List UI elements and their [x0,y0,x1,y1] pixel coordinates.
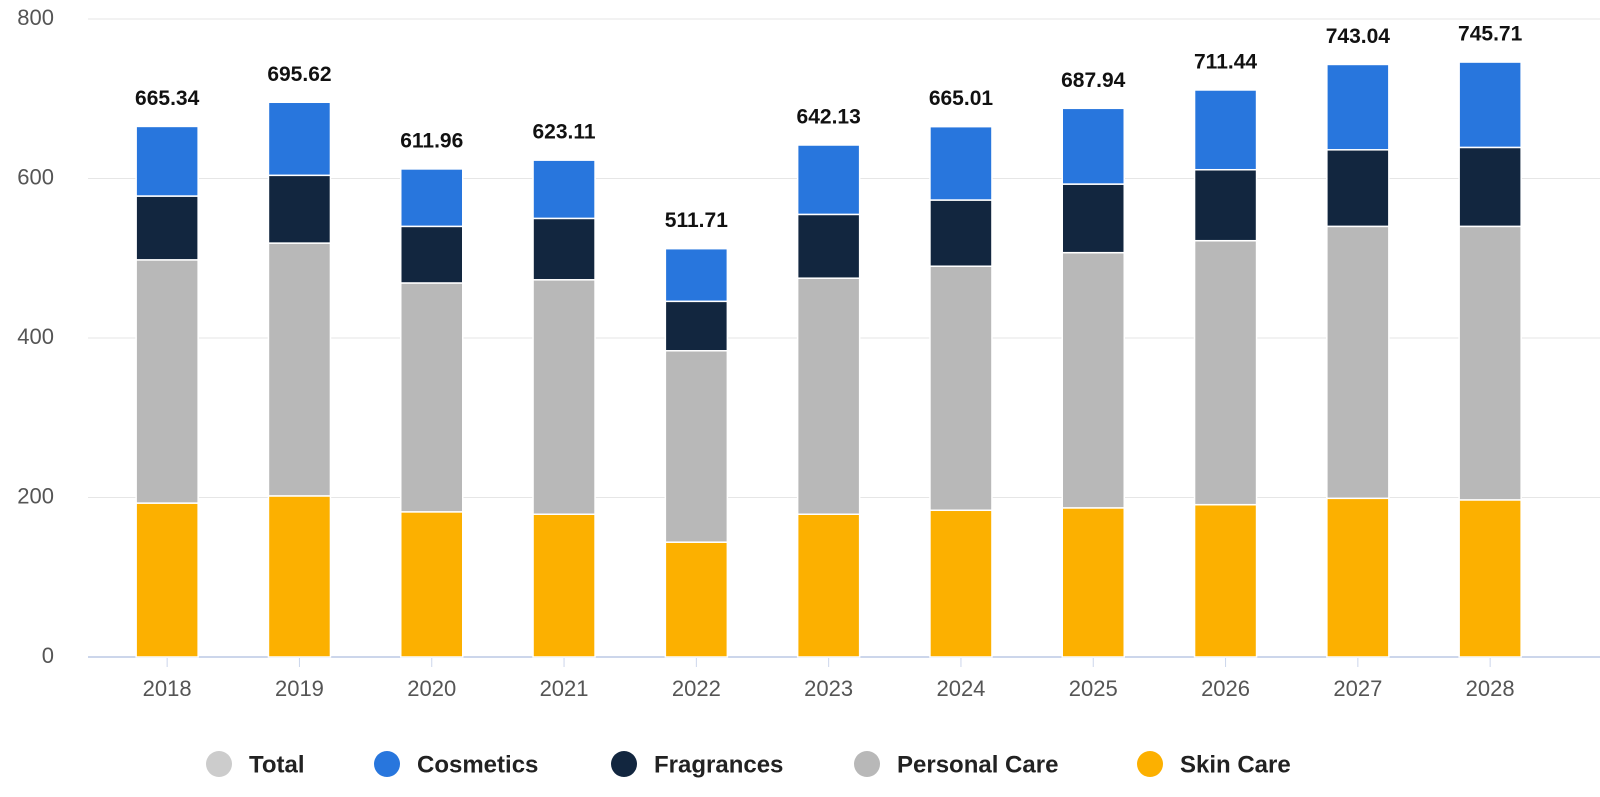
bar-segment [1458,225,1522,501]
bar-segment [1458,499,1522,658]
bar-segment [1193,168,1258,242]
bar-segment [796,277,861,515]
bar-segment [1326,63,1390,151]
bar-segment [664,350,729,543]
total-label: 687.94 [1061,69,1126,92]
bar-segment [929,509,993,658]
total-label: 695.62 [267,63,331,86]
bar-segment [400,282,464,513]
x-tick-label: 2028 [1466,676,1515,701]
bar-segment [664,300,729,352]
bar-segment [400,511,464,658]
legend-label[interactable]: Skin Care [1180,751,1291,778]
bar-segment [1326,225,1390,500]
total-label: 743.04 [1326,25,1391,48]
total-label: 623.11 [533,121,596,144]
total-label: 665.01 [929,87,994,110]
x-tick-label: 2021 [540,676,589,701]
total-label: 745.71 [1458,23,1523,46]
legend-marker [611,751,637,777]
bar-segment [1061,107,1125,185]
legend-marker [1137,751,1163,777]
bar-segment [532,217,596,281]
x-tick-label: 2026 [1201,676,1250,701]
bar-segment [1193,89,1258,171]
bar-segment [1326,497,1390,658]
bar-segment [135,259,199,504]
bar-segment [664,541,729,658]
bar-segment [400,225,464,284]
total-label: 642.13 [797,106,861,129]
x-tick-label: 2024 [936,676,985,701]
legend-label[interactable]: Personal Care [897,751,1058,778]
legend-label[interactable]: Cosmetics [417,751,538,778]
bar-segment [135,125,199,197]
bar-segment [532,513,596,658]
y-tick-label: 400 [17,324,54,349]
bar-segment [796,144,861,216]
total-label: 511.71 [665,209,728,232]
x-tick-label: 2025 [1069,676,1118,701]
bar-segment [267,174,332,244]
bar-segment [267,101,332,177]
bar-segment [1458,146,1522,228]
bar-segment [796,213,861,279]
bar-segment [532,279,596,515]
bar-segment [135,195,199,261]
legend-marker [854,751,880,777]
y-tick-label: 800 [17,5,54,30]
total-label: 665.34 [135,87,200,110]
x-tick-label: 2022 [672,676,721,701]
y-tick-label: 0 [42,643,54,668]
legend-label[interactable]: Total [249,751,305,778]
legend-label[interactable]: Fragrances [654,751,783,778]
total-label: 711.44 [1194,51,1257,74]
bar-segment [929,265,993,512]
bar-segment [267,495,332,658]
bar-segment [929,125,993,201]
x-tick-label: 2027 [1333,676,1382,701]
bar-segment [267,242,332,497]
x-tick-label: 2020 [407,676,456,701]
total-label: 611.96 [400,129,463,152]
bar-segment [664,247,729,303]
x-tick-label: 2018 [143,676,192,701]
y-tick-label: 600 [17,164,54,189]
x-tick-label: 2019 [275,676,324,701]
legend-marker [206,751,232,777]
bar-segment [135,502,199,658]
bar-segment [1061,507,1125,658]
bar-segment [1326,149,1390,228]
bar-segment [1061,183,1125,254]
bar-segment [1458,61,1522,149]
bar-segment [1193,239,1258,506]
bar-segment [929,199,993,267]
bar-segment [1193,503,1258,658]
bar-segment [1061,251,1125,509]
legend-marker [374,751,400,777]
bar-segment [400,168,464,228]
bar-segment [796,513,861,658]
bar-segment [532,159,596,220]
x-tick-label: 2023 [804,676,853,701]
y-tick-label: 200 [17,483,54,508]
